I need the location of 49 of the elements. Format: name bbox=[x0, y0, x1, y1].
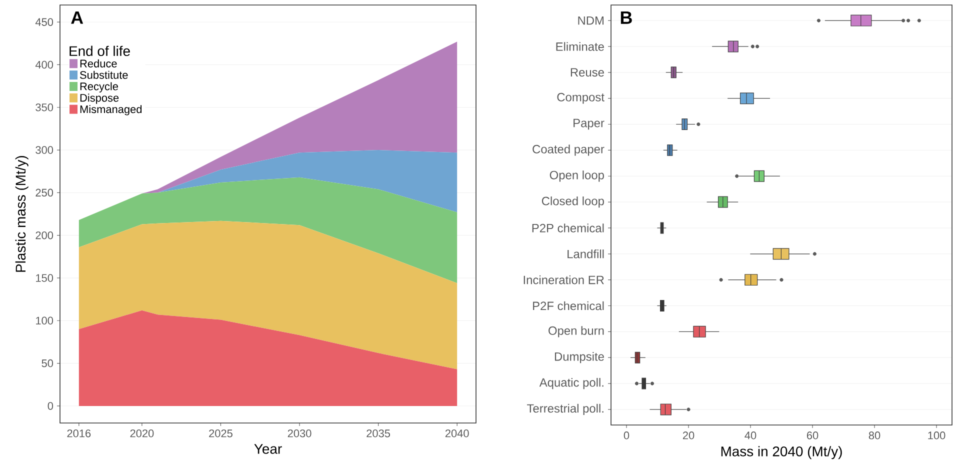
y-tick-label: 100 bbox=[36, 316, 54, 325]
x-tick-label: 60 bbox=[806, 432, 818, 440]
x-tick-label: 2035 bbox=[366, 430, 390, 438]
y-tick-label: Reuse bbox=[570, 68, 604, 77]
legend-label: Mismanaged bbox=[80, 105, 142, 116]
y-tick-label: Closed loop bbox=[542, 196, 604, 208]
chart-title: A bbox=[71, 11, 84, 24]
x-tick-label: 2016 bbox=[67, 430, 91, 438]
y-axis-title: Plastic mass (Mt/y) bbox=[15, 156, 28, 272]
legend-label: Recycle bbox=[80, 82, 118, 92]
legend-label: Reduce bbox=[80, 59, 117, 68]
x-axis-title: Mass in 2040 (Mt/y) bbox=[721, 446, 842, 460]
y-tick-label: Open burn bbox=[548, 326, 604, 338]
y-tick-label: 200 bbox=[36, 231, 54, 240]
y-tick-label: Eliminate bbox=[556, 42, 604, 51]
y-tick-label: Aquatic poll. bbox=[539, 378, 604, 390]
y-tick-label: Open loop bbox=[550, 170, 604, 182]
legend-title: End of life bbox=[70, 46, 130, 56]
y-tick-label: 400 bbox=[35, 60, 54, 69]
x-tick-label: 40 bbox=[744, 432, 756, 440]
legend-label: Substitute bbox=[80, 70, 128, 79]
y-tick-label: Compost bbox=[557, 92, 604, 104]
x-axis-title: Year bbox=[254, 444, 282, 454]
y-tick-label: Incineration ER bbox=[524, 275, 604, 284]
x-tick-label: 100 bbox=[928, 432, 946, 440]
x-tick-label: 20 bbox=[682, 432, 694, 440]
chart-title: B bbox=[620, 11, 632, 24]
legend-label: Dispose bbox=[80, 94, 119, 104]
y-tick-label: 250 bbox=[36, 188, 54, 197]
y-tick-label: 300 bbox=[36, 146, 54, 154]
y-tick-label: P2F chemical bbox=[533, 301, 604, 310]
y-tick-label: Paper bbox=[574, 118, 604, 130]
x-tick-label: 2020 bbox=[130, 430, 154, 438]
x-tick-label: 2040 bbox=[445, 430, 469, 438]
y-tick-label: Dumpsite bbox=[554, 352, 604, 364]
y-tick-label: Landfill bbox=[568, 250, 604, 258]
y-tick-label: NDM bbox=[578, 16, 604, 25]
y-tick-label: 350 bbox=[36, 104, 54, 112]
y-tick-label: 50 bbox=[42, 359, 54, 368]
y-tick-label: 0 bbox=[48, 402, 54, 410]
x-tick-label: 80 bbox=[868, 432, 880, 440]
y-tick-label: Coated paper bbox=[532, 144, 604, 156]
y-tick-label: 450 bbox=[35, 18, 54, 26]
y-tick-label: Terrestrial poll. bbox=[527, 404, 604, 416]
y-tick-label: 150 bbox=[36, 274, 54, 282]
x-tick-label: 0 bbox=[624, 432, 630, 440]
x-tick-label: 2025 bbox=[209, 430, 232, 438]
y-tick-label: P2P chemical bbox=[532, 224, 604, 232]
x-tick-label: 2030 bbox=[288, 430, 312, 438]
